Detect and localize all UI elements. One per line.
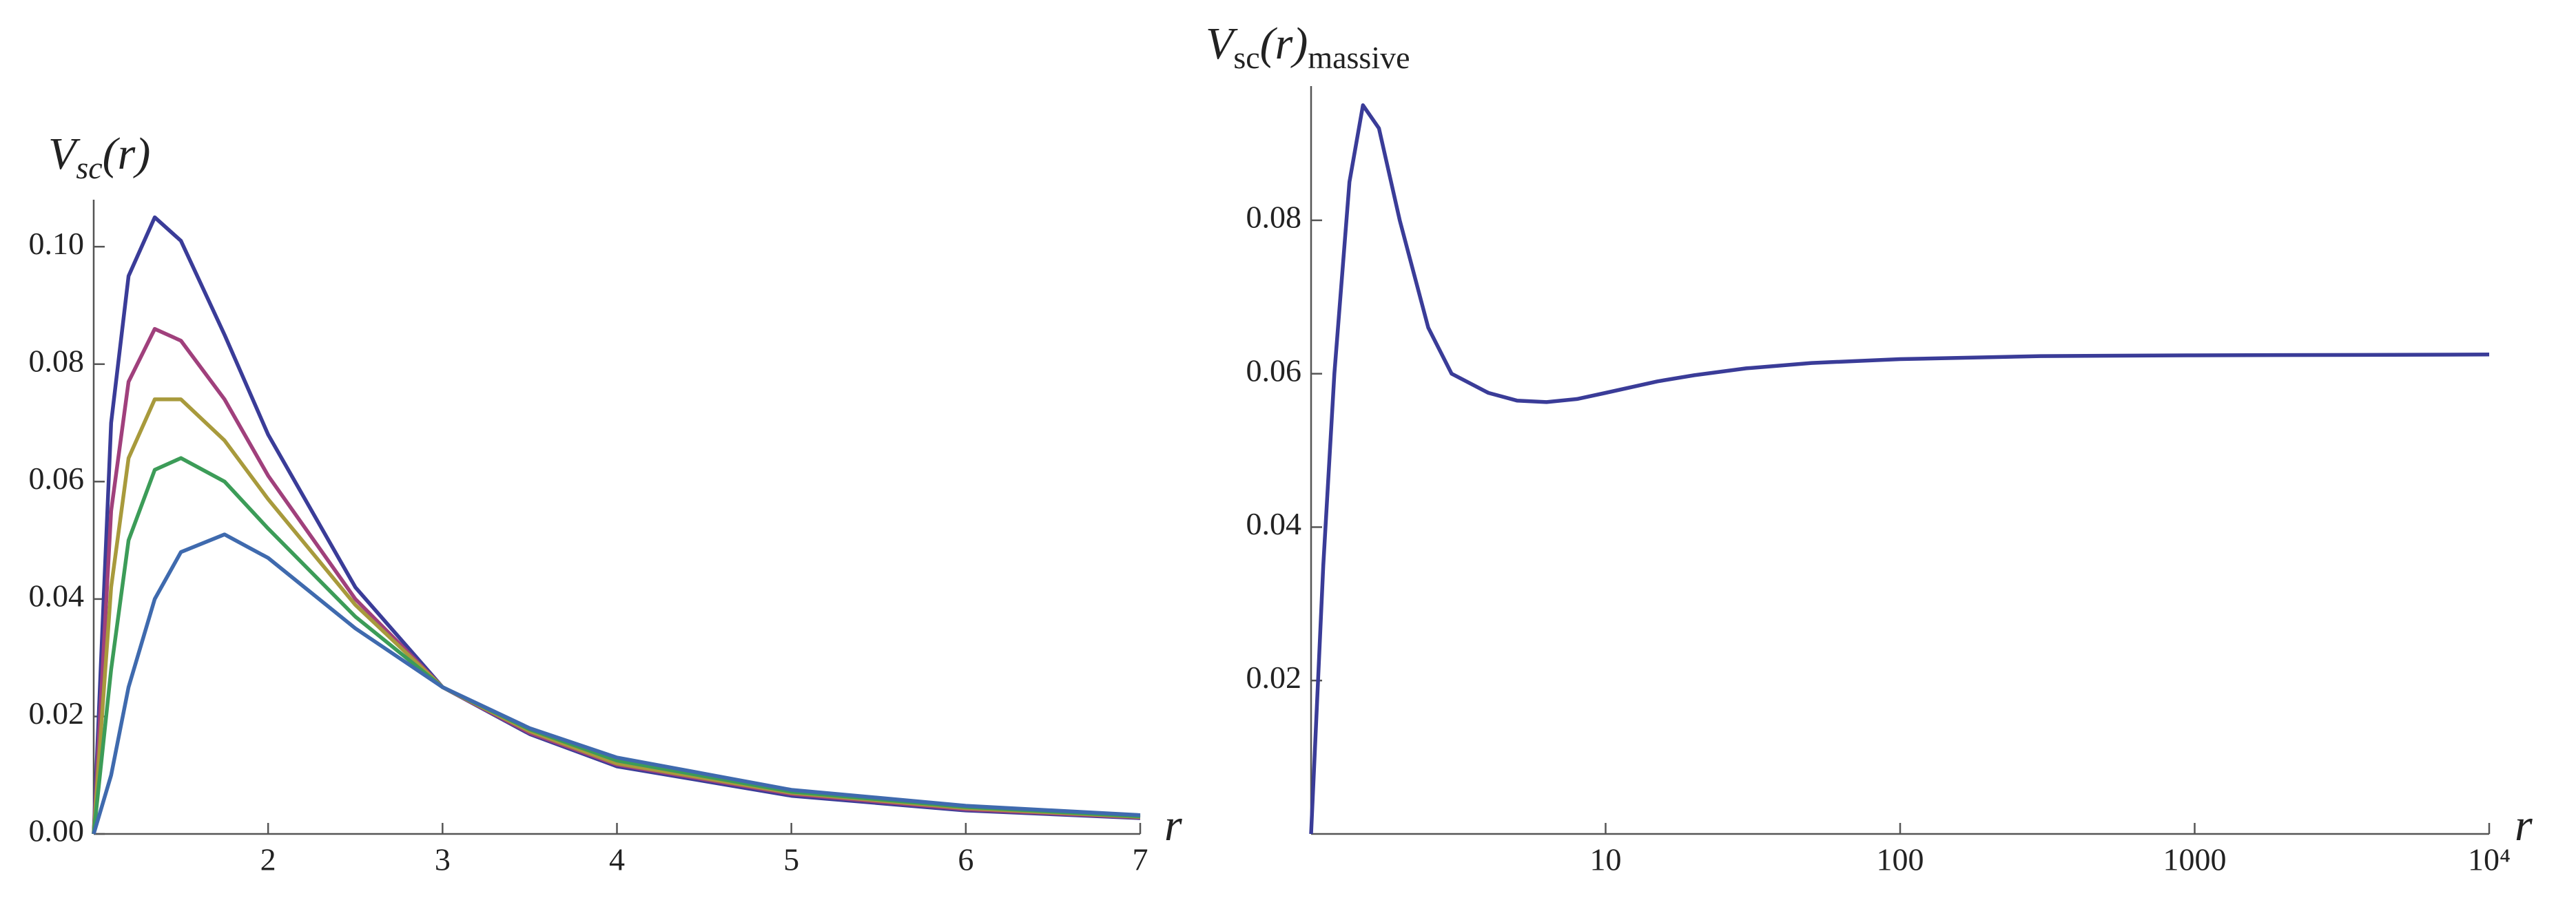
y-label-sub2: massive	[1308, 40, 1410, 75]
line-series	[92, 397, 1141, 835]
y-label-arg: (r)	[1260, 19, 1308, 69]
line-series	[1309, 103, 2490, 835]
y-label-sub: sc	[76, 150, 102, 185]
y-axis-label: Vsc(r)	[48, 129, 150, 185]
y-label-base: V	[48, 129, 81, 179]
x-tick-label: 6	[958, 842, 973, 877]
x-tick-label: 100	[1877, 842, 1924, 877]
y-axis-label: Vsc(r)massive	[1206, 19, 1410, 74]
y-tick-label: 0.08	[1246, 199, 1302, 234]
line-series	[92, 215, 1141, 835]
line-series	[92, 532, 1141, 835]
y-tick-label: 0.08	[29, 343, 85, 378]
y-tick-label: 0.02	[29, 696, 85, 731]
y-tick-label: 0.04	[29, 578, 85, 613]
y-tick-label: 0.02	[1246, 660, 1302, 695]
x-axis-label: r	[1164, 800, 1182, 850]
y-tick-label: 0.06	[1246, 353, 1302, 388]
x-tick-label: 3	[435, 842, 451, 877]
x-tick-label: 1000	[2163, 842, 2227, 877]
y-tick-label: 0.06	[29, 461, 85, 496]
x-axis-label: r	[2515, 800, 2533, 850]
x-tick-label: 7	[1133, 842, 1148, 877]
y-label-arg: (r)	[103, 129, 151, 179]
y-tick-label: 0.00	[29, 813, 85, 848]
y-label-sub: sc	[1233, 40, 1259, 75]
x-tick-label: 10	[1590, 842, 1622, 877]
x-tick-label: 10⁴	[2468, 842, 2511, 877]
line-series	[92, 456, 1141, 835]
x-tick-label: 4	[609, 842, 625, 877]
y-tick-label: 0.10	[29, 226, 85, 261]
x-tick-label: 5	[783, 842, 799, 877]
x-tick-label: 2	[260, 842, 276, 877]
y-tick-label: 0.04	[1246, 506, 1302, 541]
y-label-base: V	[1206, 19, 1238, 69]
